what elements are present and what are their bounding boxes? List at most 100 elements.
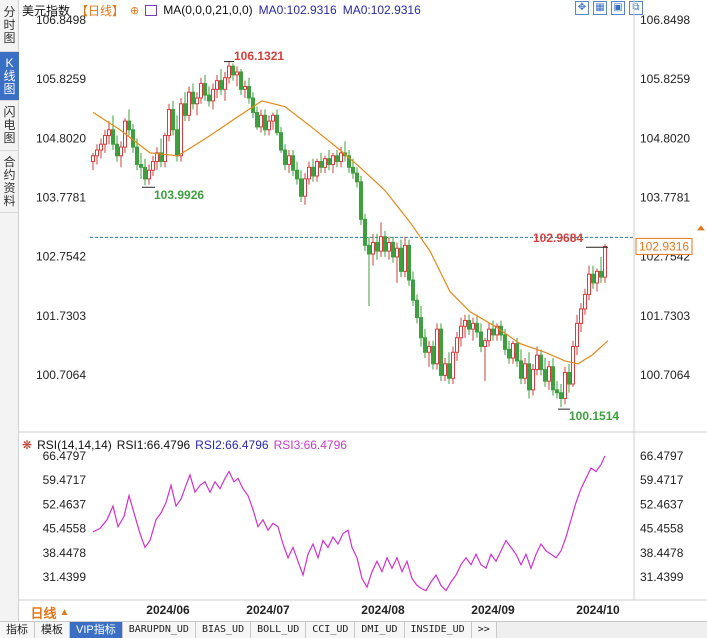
candle xyxy=(291,150,295,177)
bottom-tab-9[interactable]: INSIDE_UD xyxy=(404,622,472,638)
x-axis-label: 2024/06 xyxy=(146,603,190,617)
candle-body xyxy=(227,65,231,79)
layout-icon[interactable]: ▣ xyxy=(611,1,625,15)
candle xyxy=(407,239,411,286)
low-left-annotation: 103.9926 xyxy=(154,188,204,202)
candle-body xyxy=(159,152,163,163)
rsi-header: ❋ RSI(14,14,14) RSI1:66.4796 RSI2:66.479… xyxy=(22,437,582,453)
ma0-value: MA0:102.9316 xyxy=(258,3,337,17)
price-tick-right: 105.8259 xyxy=(640,72,690,86)
rsi-settings-icon[interactable]: ❋ xyxy=(22,438,33,452)
candle xyxy=(375,233,379,260)
candle xyxy=(483,337,487,382)
candle xyxy=(427,340,431,367)
candle xyxy=(195,92,199,116)
candle-body xyxy=(147,169,151,180)
bottom-tab-6[interactable]: BOLL_UD xyxy=(251,622,307,638)
candle-body xyxy=(419,317,423,339)
x-axis-label: 2024/09 xyxy=(471,603,515,617)
low-right-annotation: 100.1514 xyxy=(569,409,619,423)
bottom-tab-5[interactable]: BIAS_UD xyxy=(195,622,252,638)
last-price-tag xyxy=(635,237,693,255)
restore-icon[interactable]: ⧉ xyxy=(629,1,643,15)
candle xyxy=(239,69,243,96)
ma21-line xyxy=(92,100,609,365)
candle xyxy=(539,349,543,376)
period-label[interactable]: 【日线】 xyxy=(76,3,125,18)
candle xyxy=(563,366,567,405)
candle-body xyxy=(143,166,147,180)
candle-body xyxy=(179,103,183,157)
candle xyxy=(231,63,235,81)
candle xyxy=(399,239,403,278)
expand-icon[interactable]: ✥ xyxy=(575,1,589,15)
candle-body xyxy=(387,241,391,252)
candle-body xyxy=(415,299,419,319)
candle-body xyxy=(567,371,571,385)
candle xyxy=(227,61,231,84)
rsi-tick-left: 38.4478 xyxy=(43,546,87,560)
candle-body xyxy=(235,71,239,76)
bottom-tab-2[interactable]: 模板 xyxy=(35,622,70,638)
candle-body xyxy=(519,360,523,379)
candle-body xyxy=(315,161,319,177)
indicator-tab-bar: 指标 模板 VIP指标 BARUPDN_UD BIAS_UD BOLL_UD CCI_UD D… xyxy=(0,621,707,638)
candle-body xyxy=(411,279,415,301)
left-tab-1[interactable]: 分时图 xyxy=(0,0,19,52)
candle-body xyxy=(375,241,379,252)
candle xyxy=(519,349,523,385)
candle xyxy=(507,340,511,364)
candle xyxy=(311,158,315,182)
candle-body xyxy=(175,129,179,157)
ma-settings-icon[interactable] xyxy=(145,4,158,16)
candle-body xyxy=(351,166,355,174)
candle-body xyxy=(559,392,563,399)
candle xyxy=(271,112,275,130)
candle-body xyxy=(203,83,207,96)
candle-body xyxy=(539,354,543,371)
left-tab-4[interactable]: 合约资料 xyxy=(0,151,19,213)
candle xyxy=(391,236,395,263)
candle xyxy=(443,358,447,382)
left-tab-2[interactable]: K线图 xyxy=(0,52,19,101)
candle-body xyxy=(555,389,559,394)
last-price-tag-label: 102.9316 xyxy=(639,239,689,253)
period-selector-button[interactable]: 日线 ▲ xyxy=(22,603,78,621)
target-icon[interactable]: ⊕ xyxy=(130,4,140,17)
candle-body xyxy=(495,325,499,336)
candle xyxy=(571,340,575,387)
bottom-tab-4[interactable]: BARUPDN_UD xyxy=(122,622,196,638)
rsi-tick-left: 45.4558 xyxy=(43,522,87,536)
chart-canvas[interactable]: 106.8498 106.8498 105.8259 105.8259 104.8020… xyxy=(0,0,707,621)
bottom-tab-3[interactable]: VIP指标 xyxy=(70,622,123,638)
bottom-tab-7[interactable]: CCI_UD xyxy=(306,622,356,638)
candle xyxy=(127,109,131,136)
rsi-tick-right: 31.4399 xyxy=(640,570,684,584)
candle xyxy=(451,346,455,385)
x-axis-label: 2024/10 xyxy=(576,603,620,617)
left-tab-3[interactable]: 闪电图 xyxy=(0,101,19,151)
grid-icon[interactable]: ▦ xyxy=(593,1,607,15)
candle xyxy=(147,164,151,185)
bottom-tab-8[interactable]: DMI_UD xyxy=(355,622,405,638)
candle xyxy=(259,109,263,133)
candle xyxy=(487,323,491,347)
candle-body xyxy=(423,337,427,353)
bottom-tab-10[interactable]: >> xyxy=(471,622,497,638)
candle-body xyxy=(451,351,455,379)
candle-body xyxy=(431,345,435,365)
bottom-tab-1[interactable]: 指标 xyxy=(0,622,35,638)
rsi-tick-left: 66.4797 xyxy=(43,449,87,463)
candle xyxy=(115,135,119,162)
rsi-tick-left: 59.4717 xyxy=(43,473,87,487)
candle xyxy=(303,173,307,205)
candle xyxy=(447,352,451,385)
candle-body xyxy=(151,161,155,171)
candle-body xyxy=(127,120,131,131)
candle xyxy=(555,381,559,399)
candle xyxy=(175,115,179,162)
candle-body xyxy=(599,270,603,278)
candle xyxy=(547,360,551,390)
candle-body xyxy=(283,149,287,165)
candle xyxy=(119,141,123,168)
